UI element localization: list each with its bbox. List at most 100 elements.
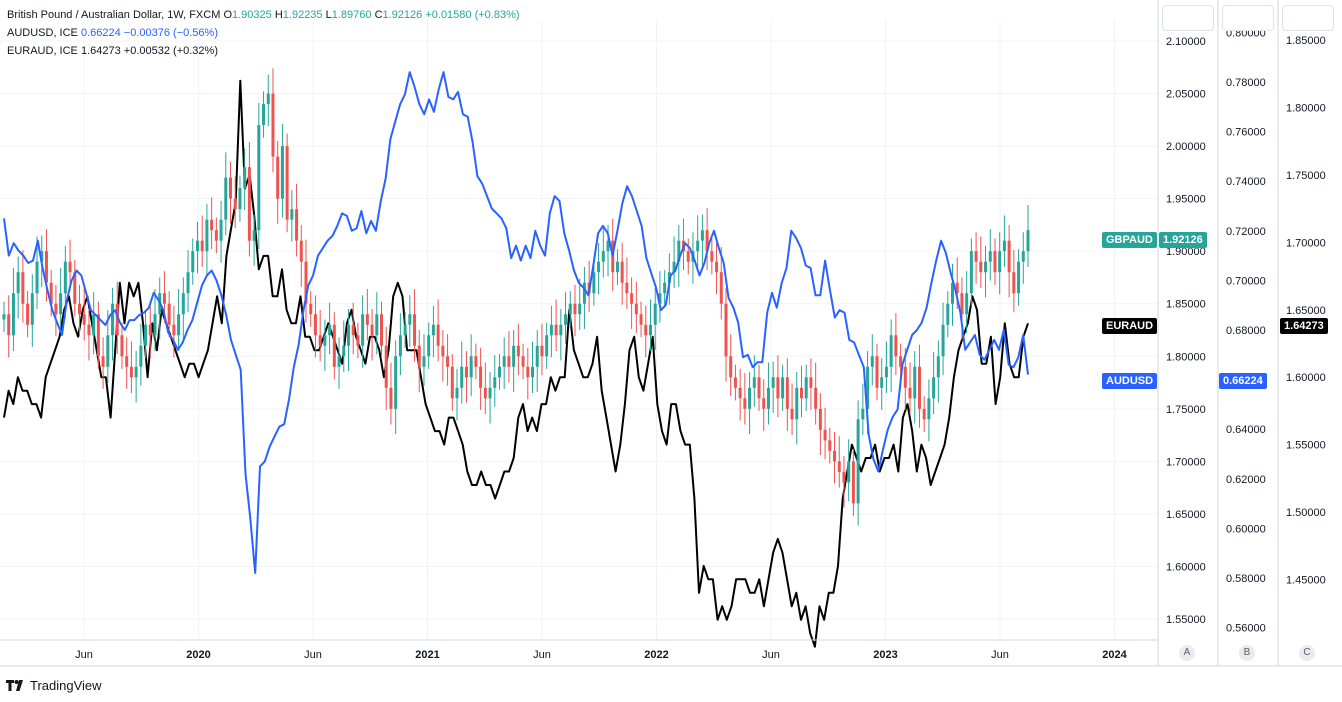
scale-b-tick: 0.56000 bbox=[1226, 623, 1266, 635]
candle-body bbox=[785, 377, 789, 409]
scale-c-tick: 1.65000 bbox=[1286, 305, 1326, 317]
candle-body bbox=[195, 240, 199, 252]
scale-b-tick: 0.74000 bbox=[1226, 176, 1266, 188]
scale-a-tick: 2.05000 bbox=[1166, 89, 1206, 101]
candle-body bbox=[408, 314, 412, 325]
gbpaud-price-tag: 1.92126 bbox=[1159, 232, 1207, 248]
candle-body bbox=[365, 314, 369, 325]
candle-body bbox=[464, 366, 468, 378]
price-scale-b[interactable]: 0.560000.580000.600000.620000.640000.660… bbox=[1226, 27, 1266, 634]
candle-body bbox=[139, 345, 143, 367]
gbpaud-series-tag[interactable]: GBPAUD bbox=[1102, 232, 1157, 248]
scale-b-header-box[interactable] bbox=[1222, 5, 1274, 31]
candle-body bbox=[148, 324, 152, 336]
audusd-series-tag[interactable]: AUDUSD bbox=[1102, 373, 1158, 389]
candle-body bbox=[238, 188, 242, 210]
price-scale-a[interactable]: 1.55000 1.60000 1.65000 1.70000 1.75000 1.800… bbox=[1166, 36, 1206, 626]
candle-body bbox=[512, 345, 516, 367]
candle-body bbox=[87, 324, 91, 336]
legend-audusd[interactable]: AUDUSD, ICE 0.66224 −0.00376 (−0.56%) bbox=[7, 27, 218, 39]
candle-body bbox=[271, 93, 275, 157]
candle-body bbox=[422, 356, 426, 367]
candle-body bbox=[984, 261, 988, 273]
candle-body bbox=[663, 282, 667, 294]
candle-body bbox=[710, 251, 714, 262]
candle-body bbox=[648, 324, 652, 336]
scale-c-button[interactable]: C bbox=[1299, 645, 1315, 661]
scale-c-header-box[interactable] bbox=[1282, 5, 1334, 31]
candle-body bbox=[73, 272, 77, 304]
scale-a-button[interactable]: A bbox=[1179, 645, 1195, 661]
candle-body bbox=[639, 314, 643, 325]
candle-body bbox=[601, 251, 605, 262]
candle-body bbox=[1021, 251, 1025, 262]
candle-body bbox=[540, 345, 544, 357]
candle-body bbox=[974, 251, 978, 262]
legend-high: 1.92235 bbox=[282, 9, 323, 21]
candle-body bbox=[597, 261, 601, 273]
candle-body bbox=[120, 335, 124, 357]
candle-body bbox=[96, 314, 100, 357]
legend-audusd-change: −0.00376 (−0.56%) bbox=[123, 27, 218, 39]
candle-body bbox=[748, 387, 752, 409]
candle-body bbox=[450, 366, 454, 399]
candle-body bbox=[757, 377, 761, 399]
candle-body bbox=[380, 314, 384, 346]
candle-body bbox=[531, 366, 535, 378]
scale-a-tick: 1.90000 bbox=[1166, 246, 1206, 258]
candle-body bbox=[686, 251, 690, 262]
legend-h-label: H bbox=[274, 9, 283, 21]
candle-body bbox=[68, 261, 72, 273]
candle-body bbox=[26, 303, 30, 325]
candle-body bbox=[125, 356, 129, 367]
candle-body bbox=[889, 335, 893, 367]
scale-c-tick: 1.70000 bbox=[1286, 237, 1326, 249]
candle-body bbox=[554, 324, 558, 336]
candle-body bbox=[115, 303, 119, 336]
price-scale-c[interactable]: 1.45000 1.50000 1.55000 1.60000 1.65000 1.700… bbox=[1286, 35, 1326, 586]
time-scale[interactable]: Jun 2020 Jun 2021 Jun 2022 Jun 2023 Jun 2024 bbox=[75, 649, 1127, 661]
tradingview-logo[interactable]: TradingView bbox=[6, 678, 102, 693]
euraud-series-tag[interactable]: EURAUD bbox=[1102, 318, 1158, 334]
candle-body bbox=[880, 377, 884, 388]
candle-body bbox=[752, 377, 756, 388]
scale-c-tick: 1.75000 bbox=[1286, 170, 1326, 182]
legend-euraud[interactable]: EURAUD, ICE 1.64273 +0.00532 (+0.32%) bbox=[7, 45, 218, 57]
candle-body bbox=[483, 387, 487, 399]
candle-body bbox=[493, 377, 497, 388]
candle-body bbox=[729, 356, 733, 378]
scale-b-tick: 0.72000 bbox=[1226, 226, 1266, 238]
candle-body bbox=[54, 303, 58, 315]
legend-main[interactable]: British Pound / Australian Dollar, 1W, F… bbox=[7, 9, 520, 21]
scale-b-tick: 0.62000 bbox=[1226, 474, 1266, 486]
candle-body bbox=[469, 356, 473, 378]
candle-body bbox=[479, 366, 483, 388]
candle-body bbox=[582, 282, 586, 304]
candle-body bbox=[559, 324, 563, 336]
candle-body bbox=[229, 177, 233, 199]
scale-b-tick: 0.70000 bbox=[1226, 275, 1266, 287]
candle-body bbox=[49, 282, 53, 304]
scale-a-tick: 2.10000 bbox=[1166, 36, 1206, 48]
candle-body bbox=[342, 345, 346, 357]
scale-b-button[interactable]: B bbox=[1239, 645, 1255, 661]
candle-body bbox=[526, 366, 530, 378]
candle-body bbox=[1026, 230, 1030, 252]
candle-body bbox=[884, 366, 888, 378]
candle-body bbox=[389, 387, 393, 409]
scale-a-header-box[interactable] bbox=[1162, 5, 1214, 31]
legend-open: 1.90325 bbox=[232, 9, 272, 21]
time-tick: Jun bbox=[304, 649, 322, 661]
candle-body bbox=[35, 261, 39, 294]
candle-body bbox=[134, 366, 138, 378]
candle-body bbox=[696, 240, 700, 252]
candle-body bbox=[818, 408, 822, 430]
scale-a-tick: 1.95000 bbox=[1166, 194, 1206, 206]
candle-body bbox=[252, 230, 256, 241]
candle-body bbox=[460, 366, 464, 388]
candle-body bbox=[144, 324, 148, 346]
euraud-price-tag: 1.64273 bbox=[1280, 318, 1328, 334]
candle-body bbox=[960, 293, 964, 315]
candle-body bbox=[922, 408, 926, 420]
